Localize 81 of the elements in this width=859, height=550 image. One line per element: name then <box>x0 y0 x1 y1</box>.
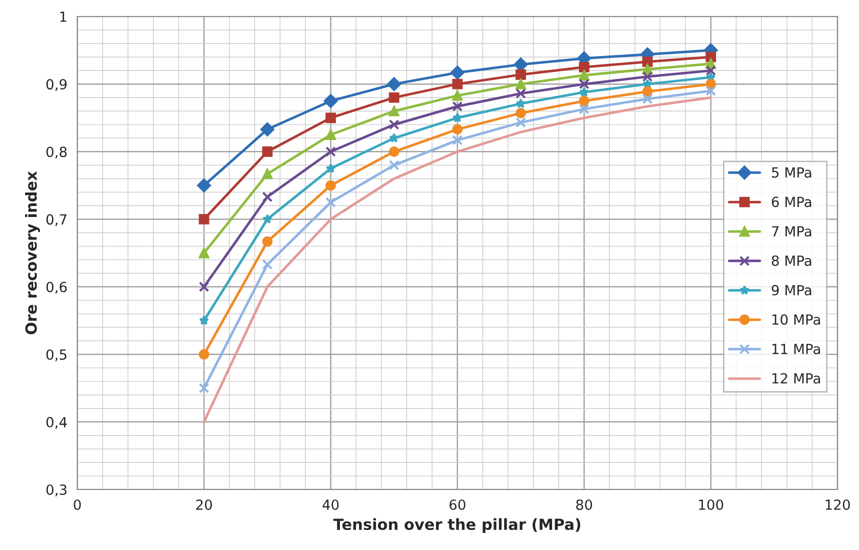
point <box>452 78 463 90</box>
point <box>516 88 526 99</box>
point <box>578 62 590 72</box>
point <box>516 108 526 118</box>
point <box>642 86 653 97</box>
point <box>198 282 210 292</box>
y-axis-title: Ore recovery index <box>25 171 40 334</box>
point <box>450 66 464 80</box>
point <box>388 146 400 157</box>
point <box>452 112 462 122</box>
point <box>642 71 653 82</box>
point <box>514 58 528 72</box>
legend-label: 10 MPa <box>772 314 820 325</box>
point <box>388 106 400 116</box>
point <box>262 259 273 270</box>
legend-label: 5 MPa <box>772 167 812 178</box>
point <box>326 130 336 140</box>
point <box>262 236 273 247</box>
point <box>516 78 526 90</box>
point <box>706 65 716 76</box>
y-tick-label: 0,6 <box>46 282 67 294</box>
point <box>326 163 336 173</box>
y-tick-label: 0,4 <box>46 416 67 429</box>
x-tick-label: 0 <box>74 499 81 510</box>
point <box>326 197 336 208</box>
point <box>198 214 210 224</box>
point <box>197 178 211 192</box>
point <box>452 90 463 101</box>
x-tick-label: 120 <box>826 499 850 510</box>
x-axis-title: Tension over the pillar (MPa) <box>333 518 580 534</box>
point <box>262 214 272 224</box>
point <box>452 101 463 112</box>
y-tick-label: 0,9 <box>46 79 67 91</box>
x-tick-label: 80 <box>576 499 592 510</box>
legend-label: 12 MPa <box>772 373 820 384</box>
point <box>326 112 336 124</box>
point <box>198 248 210 258</box>
point <box>326 146 336 157</box>
legend-label: 9 MPa <box>772 284 812 296</box>
point <box>578 104 590 114</box>
x-tick-label: 60 <box>450 499 466 510</box>
point <box>642 94 653 104</box>
point <box>516 98 526 108</box>
point <box>452 124 463 135</box>
point <box>198 382 210 394</box>
point <box>262 146 273 157</box>
point <box>388 160 400 170</box>
legend-label: 11 MPa <box>772 344 820 354</box>
point <box>260 122 274 136</box>
point <box>388 92 400 103</box>
point <box>706 78 716 90</box>
x-tick-label: 20 <box>196 499 212 510</box>
y-tick-label: 0,5 <box>46 349 66 362</box>
legend-label: 8 MPa <box>772 255 812 266</box>
y-tick-label: 0,8 <box>46 146 67 159</box>
point <box>326 180 336 191</box>
legend-label: 6 MPa <box>772 196 812 208</box>
point <box>199 315 210 325</box>
x-tick-label: 40 <box>322 499 339 510</box>
point <box>578 78 590 90</box>
point <box>578 96 590 106</box>
point <box>578 70 590 80</box>
point <box>387 77 402 92</box>
point <box>706 86 716 96</box>
point <box>389 132 400 143</box>
point <box>642 64 653 74</box>
y-tick-label: 0,7 <box>46 214 66 226</box>
y-tick-label: 0,3 <box>46 484 66 496</box>
point <box>579 86 590 97</box>
legend-label: 7 MPa <box>772 226 812 237</box>
point <box>262 192 273 202</box>
point <box>452 134 463 146</box>
y-tick-label: 1 <box>60 12 66 22</box>
point <box>388 119 400 130</box>
point <box>516 69 526 80</box>
point <box>642 56 653 67</box>
point <box>262 168 273 180</box>
point <box>198 349 210 360</box>
point <box>516 117 526 128</box>
x-tick-label: 100 <box>699 499 724 510</box>
point <box>324 94 338 108</box>
